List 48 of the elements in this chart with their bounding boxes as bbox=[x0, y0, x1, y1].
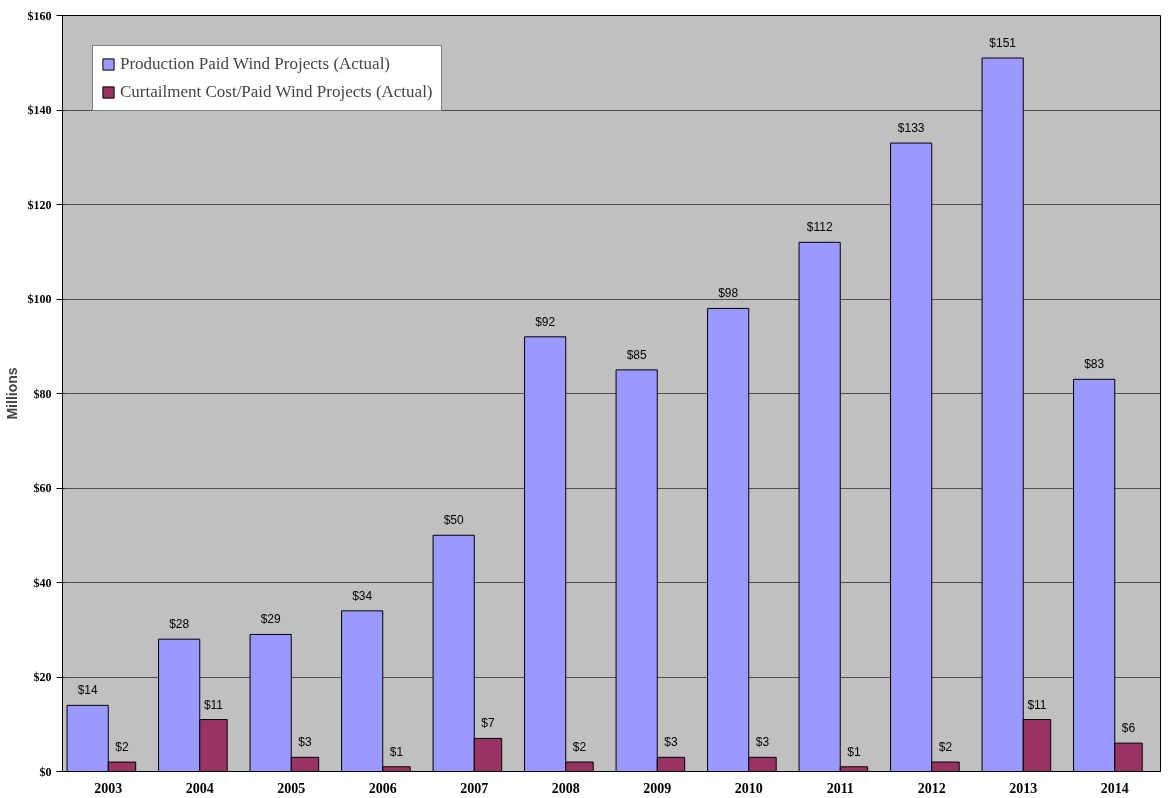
x-tick-label: 2010 bbox=[734, 780, 763, 796]
x-tick-label: 2012 bbox=[917, 780, 946, 796]
data-label: $112 bbox=[806, 220, 833, 235]
y-tick-label: $20 bbox=[33, 670, 52, 684]
data-label: $3 bbox=[755, 735, 770, 750]
data-label: $98 bbox=[718, 286, 739, 301]
y-tick-label: $60 bbox=[33, 481, 52, 495]
data-label: $1 bbox=[389, 744, 404, 759]
y-axis-title: Millions bbox=[3, 367, 20, 420]
data-label: $151 bbox=[989, 36, 1017, 51]
x-tick-label: 2005 bbox=[277, 780, 306, 796]
x-tick-label: 2008 bbox=[551, 780, 580, 796]
data-label: $83 bbox=[1084, 357, 1105, 372]
data-label: $1 bbox=[847, 744, 861, 759]
data-label: $50 bbox=[443, 513, 464, 528]
y-tick-label: $140 bbox=[27, 103, 52, 117]
data-label: $11 bbox=[203, 697, 224, 712]
y-tick-label: $120 bbox=[27, 197, 52, 212]
y-tick-label: $40 bbox=[33, 575, 52, 590]
data-label: $2 bbox=[938, 740, 953, 755]
data-label: $34 bbox=[352, 588, 373, 603]
x-tick-label: 2009 bbox=[643, 780, 672, 796]
data-label: $28 bbox=[169, 617, 190, 632]
data-label: $29 bbox=[260, 612, 281, 627]
x-tick-label: 2006 bbox=[368, 780, 397, 796]
x-tick-label: 2007 bbox=[460, 780, 489, 796]
data-label: $3 bbox=[664, 735, 678, 750]
x-tick-label: 2003 bbox=[94, 780, 123, 796]
data-label: $11 bbox=[1027, 697, 1047, 712]
y-tick-label: $160 bbox=[27, 8, 52, 23]
data-label: $3 bbox=[298, 735, 312, 750]
y-tick-label: $80 bbox=[33, 386, 52, 401]
data-label: $92 bbox=[535, 314, 556, 329]
y-tick-label: $0 bbox=[39, 764, 52, 779]
x-tick-label: 2011 bbox=[826, 780, 854, 796]
data-label: $14 bbox=[77, 683, 98, 698]
data-label: $2 bbox=[115, 740, 129, 755]
data-label: $6 bbox=[1121, 721, 1136, 736]
x-tick-label: 2004 bbox=[185, 780, 214, 796]
x-tick-label: 2013 bbox=[1009, 780, 1038, 796]
data-label: $7 bbox=[481, 716, 495, 731]
x-tick-label: 2014 bbox=[1100, 780, 1129, 796]
legend-label: Production Paid Wind Projects (Actual) bbox=[120, 54, 391, 74]
y-tick-label: $100 bbox=[27, 292, 52, 306]
data-label: $85 bbox=[626, 347, 647, 362]
data-label: $133 bbox=[897, 121, 925, 136]
legend-label: Curtailment Cost/Paid Wind Projects (Actual) bbox=[120, 82, 433, 102]
data-label: $2 bbox=[572, 740, 587, 755]
